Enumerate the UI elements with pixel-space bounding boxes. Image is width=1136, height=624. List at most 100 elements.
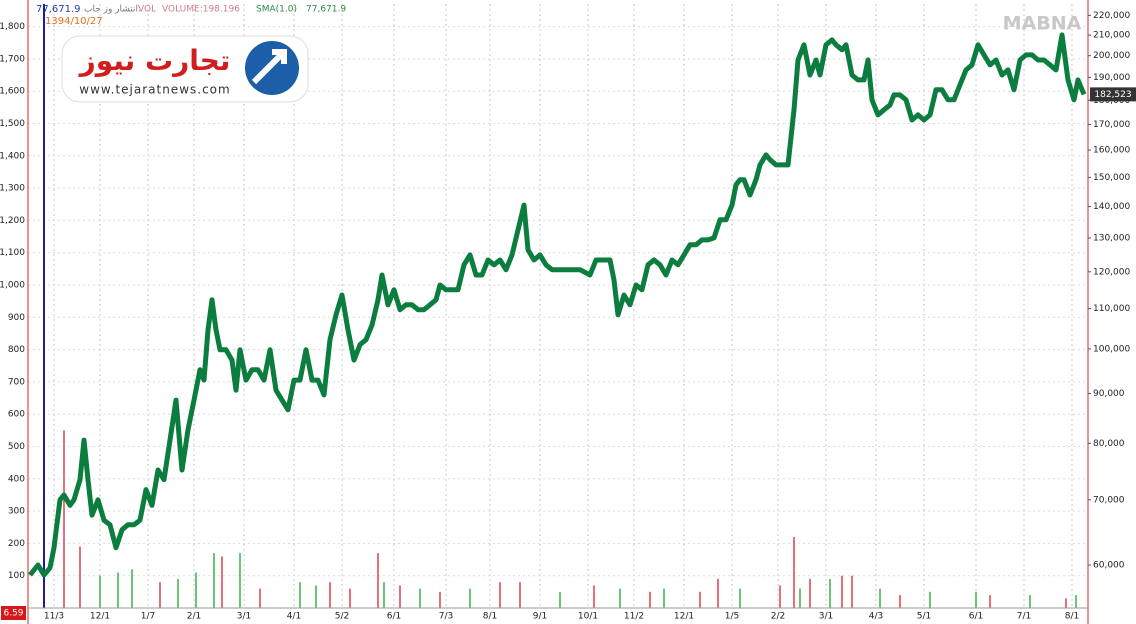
x-tick-label: 1/5	[725, 612, 739, 622]
y-tick-label: 900	[8, 313, 25, 323]
volume-bar	[975, 591, 977, 608]
logo: تجارت نیوز www.tejaratnews.com	[61, 35, 309, 103]
volume-bar	[649, 591, 651, 608]
volume-bar	[499, 582, 501, 608]
y2-tick-label: 70,000	[1093, 495, 1125, 505]
volume-bar	[809, 578, 811, 608]
x-tick-label: 7/1	[1017, 612, 1031, 622]
y-tick-label: 1,700	[0, 54, 25, 64]
y-tick-label: 500	[8, 442, 25, 452]
volume-bar	[221, 556, 223, 608]
x-tick-label: 3/1	[237, 612, 251, 622]
volume-bar	[1075, 595, 1077, 608]
x-tick-label: 10/1	[578, 612, 598, 622]
x-tick-label: 8/1	[1065, 612, 1079, 622]
sma-value: 77,671.9	[306, 5, 346, 15]
y-tick-label: 600	[8, 410, 25, 420]
volume-bar	[717, 578, 719, 608]
y-tick-label: 700	[8, 377, 25, 387]
volume-bar	[899, 595, 901, 608]
corner-value: 6.59	[3, 609, 23, 619]
y2-tick-label: 60,000	[1093, 560, 1125, 570]
x-tick-label: 8/1	[483, 612, 497, 622]
volume-bar	[383, 582, 385, 608]
y-tick-label: 100	[8, 571, 25, 581]
y2-tick-label: 140,000	[1093, 202, 1130, 212]
volume-bar	[195, 572, 197, 608]
watermark: MABNA	[1003, 13, 1082, 35]
volume-bar	[177, 578, 179, 608]
volume-bar	[63, 430, 65, 608]
y2-tick-label: 90,000	[1093, 389, 1125, 399]
volume-bar	[841, 575, 843, 608]
y-tick-label: 1,300	[0, 184, 25, 194]
x-tick-label: 7/3	[439, 612, 453, 622]
volume-bar	[299, 582, 301, 608]
volume-bar	[879, 588, 881, 608]
logo-name: تجارت نیوز	[78, 44, 231, 77]
y2-tick-label: 170,000	[1093, 120, 1130, 130]
volume-bar	[829, 578, 831, 608]
logo-box	[61, 35, 309, 103]
x-tick-label: 1/7	[141, 612, 155, 622]
volume-bar	[159, 582, 161, 608]
volume-bar	[793, 536, 795, 608]
x-tick-label: 4/3	[869, 612, 883, 622]
price	[28, 32, 1087, 578]
logo-arrow	[251, 49, 287, 85]
volume-bar	[349, 588, 351, 608]
x-tick-label: 3/1	[819, 612, 833, 622]
volume-bar	[519, 582, 521, 608]
volume-bar	[239, 553, 241, 608]
volume-bar	[851, 575, 853, 608]
vol-label: VOL	[138, 5, 156, 15]
volume-bar	[699, 591, 701, 608]
y-tick-label: 400	[8, 474, 25, 484]
x-tick-label: 11/3	[44, 612, 64, 622]
volume-bar	[469, 588, 471, 608]
volume-bar	[439, 591, 441, 608]
y-tick-label: 1,800	[0, 22, 25, 32]
y-tick-label: 1,200	[0, 216, 25, 226]
volume-label: VOLUME:198.196	[162, 5, 240, 15]
y2-tick-label: 210,000	[1093, 31, 1130, 41]
y-tick-label: 200	[8, 539, 25, 549]
y2-tick-label: 130,000	[1093, 233, 1130, 243]
y-tick-label: 1,000	[0, 281, 25, 291]
volume-bar	[399, 585, 401, 608]
volume-bar	[377, 553, 379, 608]
volume-bar	[619, 588, 621, 608]
x-tick-label: 6/1	[387, 612, 401, 622]
y-tick-label: 800	[8, 345, 25, 355]
y2-tick-label: 110,000	[1093, 304, 1130, 314]
y-tick-label: 300	[8, 507, 25, 517]
last-price-box	[1090, 87, 1136, 102]
y2-tick-label: 160,000	[1093, 146, 1130, 156]
volume-bar	[131, 569, 133, 608]
volume-bar	[593, 585, 595, 608]
y-tick-label: 1,400	[0, 151, 25, 161]
corner-box	[1, 606, 26, 620]
x-tick-label: 5/1	[917, 612, 931, 622]
volume-bar	[213, 553, 215, 608]
x-tick-label: 12/1	[674, 612, 694, 622]
price-line	[28, 32, 1087, 578]
x-tick-label: 2/2	[771, 612, 785, 622]
x-tick-label: 11/2	[624, 612, 644, 622]
volume-bar	[315, 585, 317, 608]
y-tick-label: 1,100	[0, 248, 25, 258]
symbol: انتشار وز جاب:	[84, 5, 141, 15]
volume-bar	[1065, 598, 1067, 608]
volume	[63, 430, 1077, 608]
x-tick-label: 5/2	[335, 612, 349, 622]
x-tick-label: 6/1	[969, 612, 983, 622]
volume-bar	[739, 588, 741, 608]
volume-bar	[929, 591, 931, 608]
y2-tick-label: 80,000	[1093, 439, 1125, 449]
y-tick-label: 1,500	[0, 119, 25, 129]
x-tick-label: 2/1	[187, 612, 201, 622]
volume-bar	[329, 582, 331, 608]
volume-bar	[779, 585, 781, 608]
y2-tick-label: 120,000	[1093, 267, 1130, 277]
